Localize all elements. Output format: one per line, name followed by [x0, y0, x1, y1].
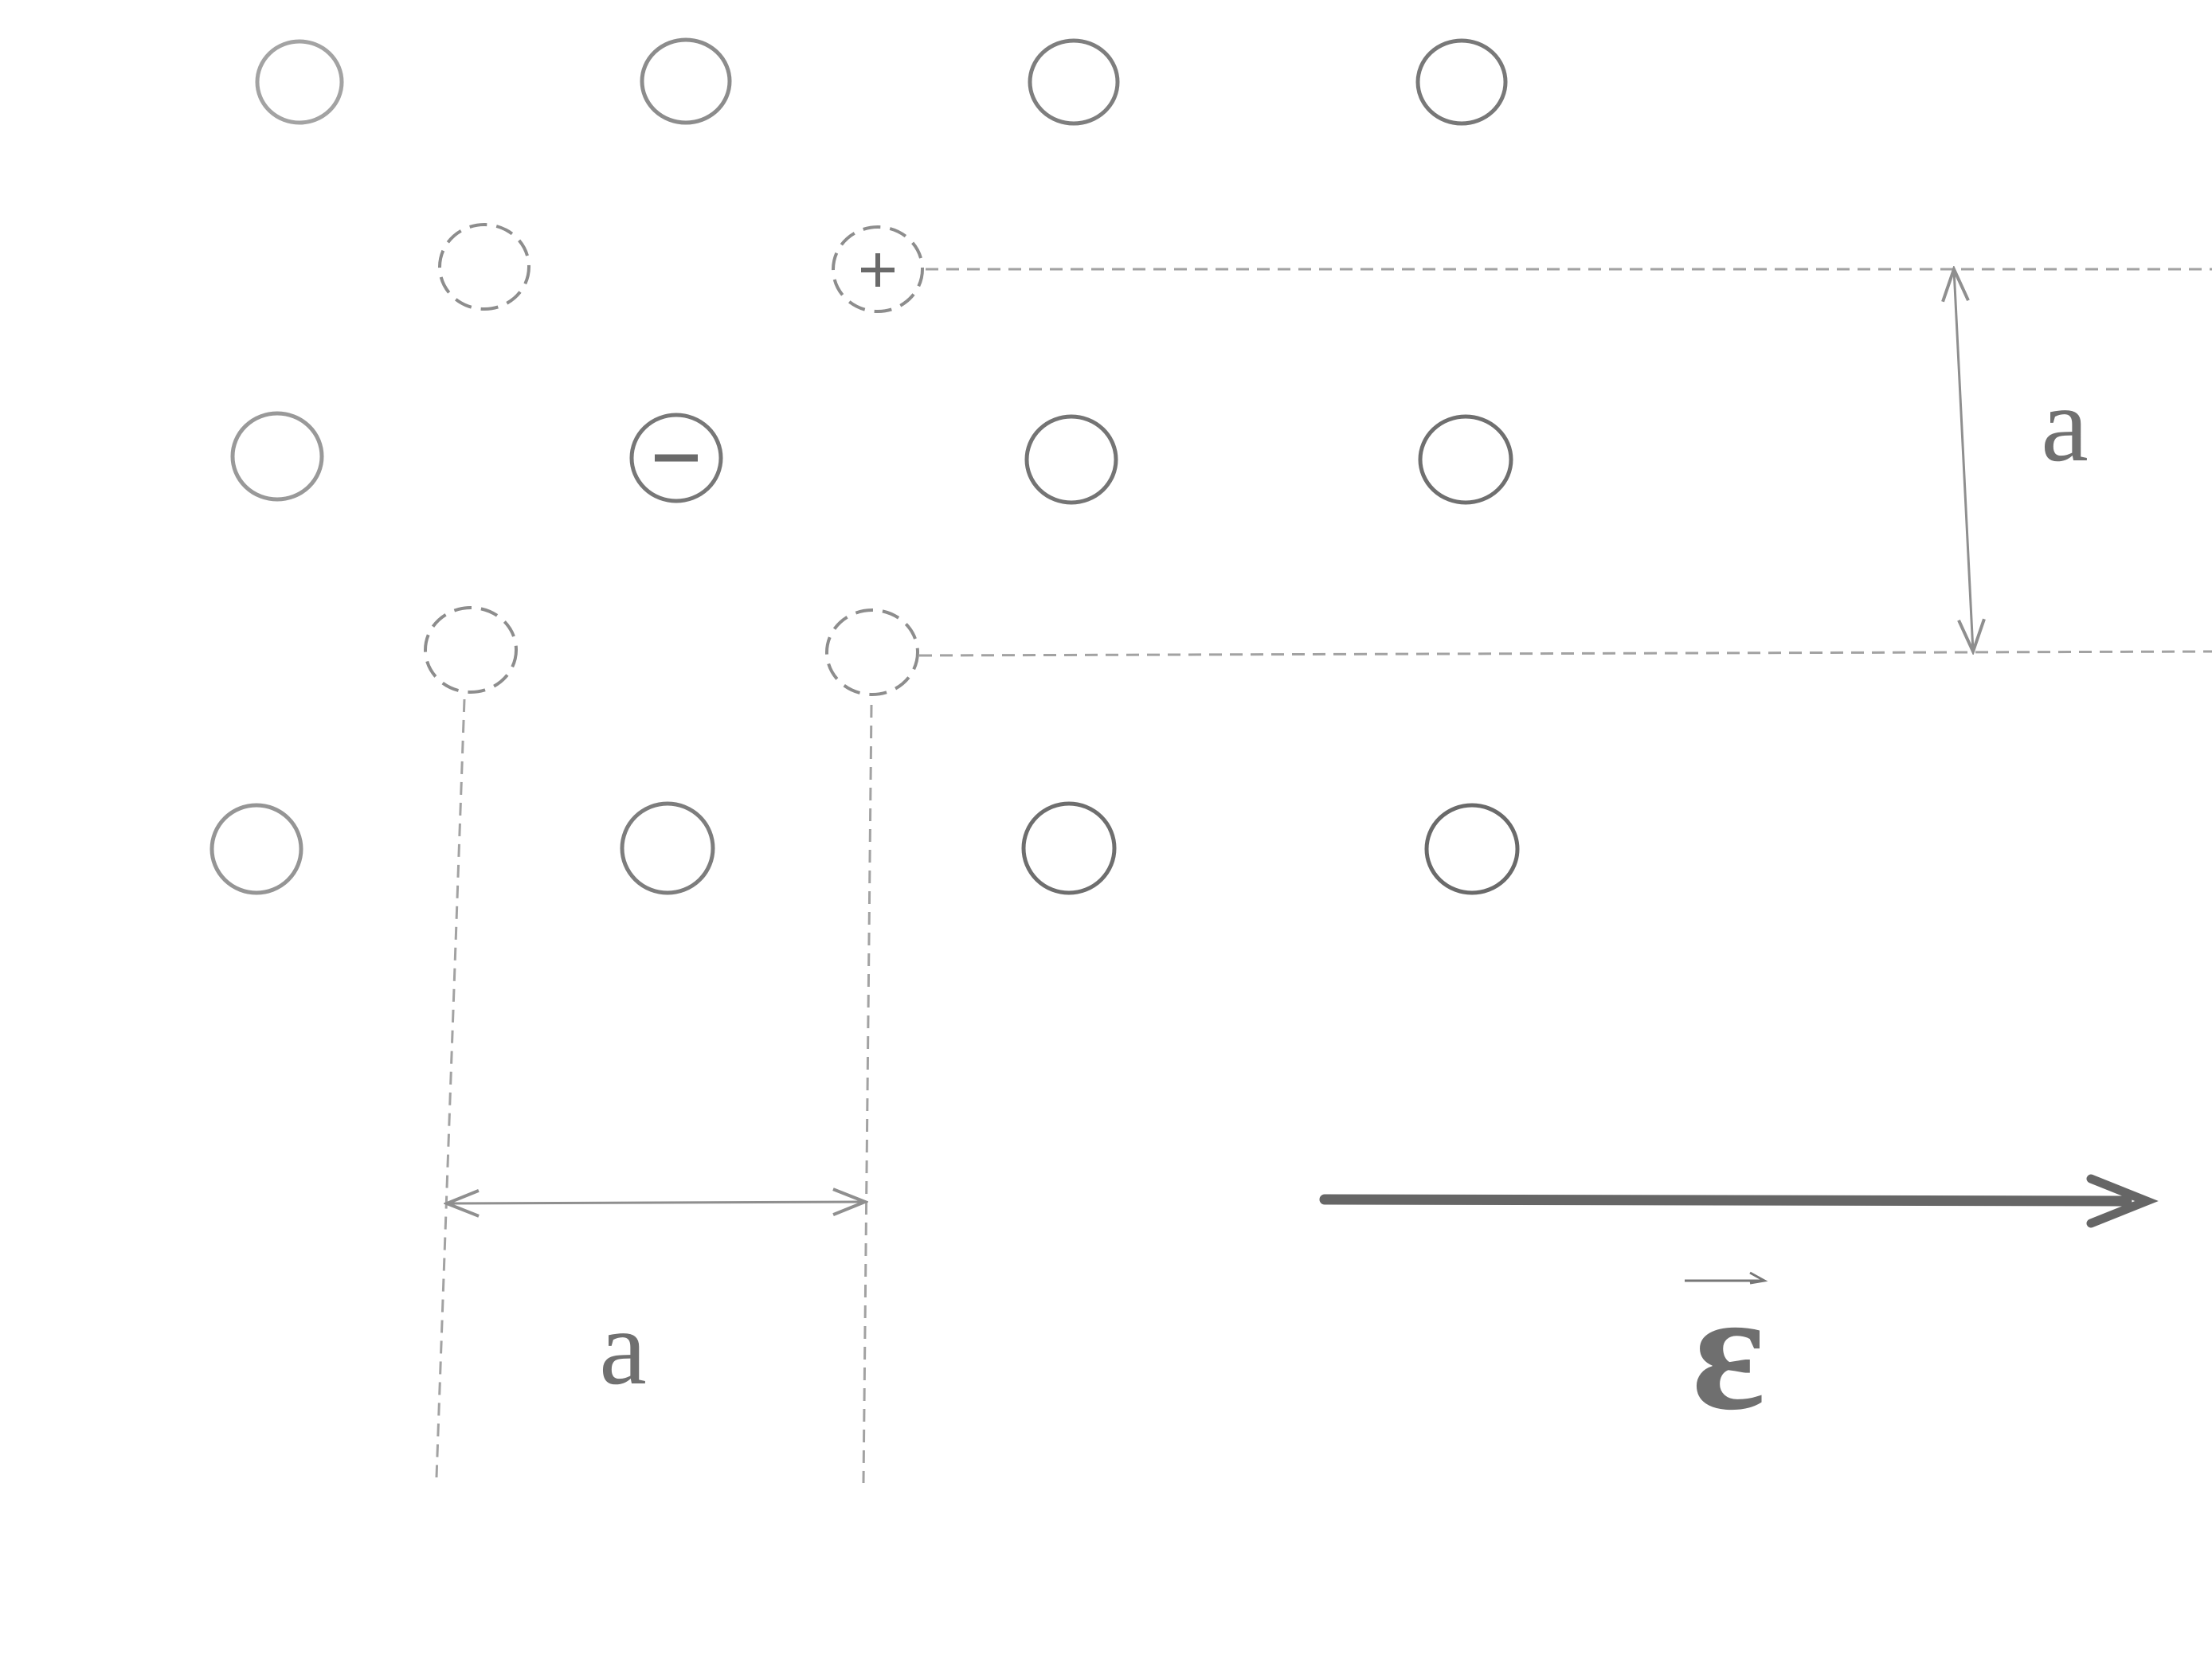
vertical-guides — [435, 698, 873, 1484]
horizontal-guides — [918, 268, 2212, 657]
negative-ion — [629, 413, 723, 503]
horizontal-dimension-label: a — [599, 1289, 646, 1407]
horizontal-dimension-arrow — [447, 1202, 865, 1203]
atom — [620, 801, 715, 895]
field-label: ε — [1685, 1255, 1768, 1446]
atom — [1024, 414, 1118, 505]
vacancy — [438, 223, 530, 311]
vacancy — [825, 608, 919, 696]
atom — [230, 411, 324, 502]
atom — [1418, 414, 1513, 505]
atom-row-2 — [230, 411, 1513, 505]
atom — [1424, 803, 1520, 895]
vector-arrowhead-icon — [1749, 1271, 1768, 1285]
atom-row-3 — [209, 801, 1520, 895]
plus-sign-icon — [861, 253, 895, 287]
atom — [209, 803, 303, 895]
atom-row-1 — [255, 37, 1508, 126]
atom — [255, 39, 344, 125]
atom — [1028, 38, 1120, 126]
atom — [1415, 38, 1508, 126]
field-symbol: ε — [1692, 1255, 1765, 1446]
positive-vacancy — [832, 225, 924, 313]
field-arrow — [1319, 1174, 2159, 1228]
atom — [1021, 801, 1117, 895]
vacancies — [424, 223, 924, 696]
vertical-dimension-label: a — [2041, 366, 2088, 483]
vacancy — [424, 606, 518, 694]
vertical-dimension-arrow — [1954, 269, 1973, 651]
atom — [640, 37, 732, 125]
